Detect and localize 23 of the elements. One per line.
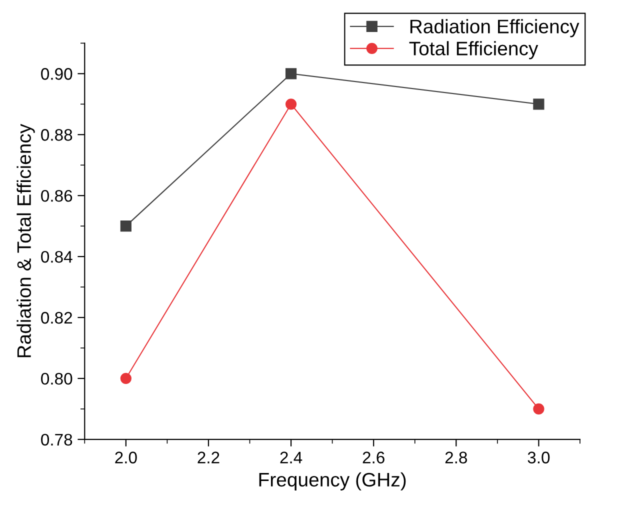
x-tick-label: 2.0 xyxy=(115,452,137,464)
point xyxy=(120,220,132,232)
x-tick-label: 2.4 xyxy=(280,452,302,464)
point xyxy=(120,372,132,384)
x-tick-label: 2.2 xyxy=(198,452,220,464)
y-tick-label: 0.86 xyxy=(41,190,72,202)
legend-label: Total Efficiency xyxy=(409,41,538,60)
y-axis-title: Radiation & Total Efficiency xyxy=(16,124,35,358)
y-tick-label: 0.90 xyxy=(41,68,72,80)
x-tick-label: 2.6 xyxy=(362,452,384,464)
legend-label: Radiation Efficiency xyxy=(410,19,580,38)
y-tick-label: 0.80 xyxy=(41,372,72,385)
y-tick-label: 0.88 xyxy=(41,129,72,141)
x-tick-label: 3.0 xyxy=(528,452,550,464)
point xyxy=(285,68,297,80)
y-tick-label: 0.82 xyxy=(41,312,72,324)
y-tick-label: 0.78 xyxy=(41,434,72,446)
point xyxy=(285,98,297,110)
point xyxy=(533,403,544,414)
x-tick-label: 2.8 xyxy=(445,452,468,464)
x-axis-title: Frequency (GHz) xyxy=(259,472,406,490)
y-tick-label: 0.84 xyxy=(41,250,72,263)
point xyxy=(533,98,544,110)
